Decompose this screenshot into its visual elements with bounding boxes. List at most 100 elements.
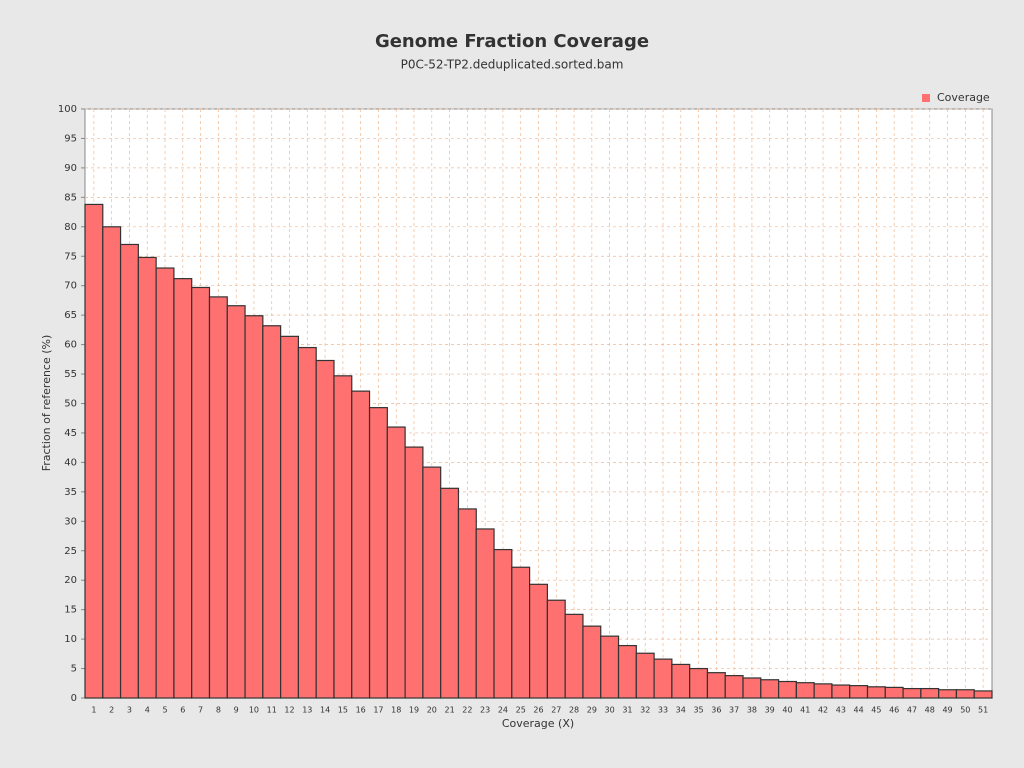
bar [351, 390, 371, 699]
y-tick-label: 15 [64, 605, 77, 616]
x-tick-label: 43 [836, 706, 846, 715]
bar [795, 682, 815, 699]
x-tick-label: 22 [462, 706, 472, 715]
bar [333, 375, 353, 699]
bar [777, 680, 797, 699]
bar [280, 335, 300, 699]
x-tick-label: 27 [551, 706, 561, 715]
bar [938, 689, 958, 699]
chart-title: Genome Fraction Coverage [375, 31, 649, 52]
y-tick-label: 70 [64, 281, 77, 292]
y-tick-label: 50 [64, 399, 77, 410]
bar [973, 690, 993, 699]
x-tick-label: 47 [907, 706, 917, 715]
bar [653, 658, 673, 699]
x-tick-label: 15 [338, 706, 348, 715]
x-tick-label: 33 [658, 706, 668, 715]
x-tick-label: 45 [871, 706, 881, 715]
x-tick-label: 36 [711, 706, 721, 715]
bar [208, 296, 228, 699]
x-tick-label: 32 [640, 706, 650, 715]
bar [191, 286, 211, 699]
bar [617, 644, 637, 699]
x-axis-label: Coverage (X) [502, 717, 574, 730]
x-tick-label: 13 [302, 706, 312, 715]
bar [511, 566, 531, 699]
x-tick-label: 29 [587, 706, 597, 715]
bar [813, 683, 833, 699]
x-tick-label: 30 [605, 706, 615, 715]
bar [457, 508, 477, 699]
bar [102, 226, 122, 699]
x-tick-label: 34 [676, 706, 686, 715]
bar [84, 203, 104, 699]
x-tick-label: 39 [765, 706, 775, 715]
x-tick-label: 48 [925, 706, 935, 715]
y-tick-label: 35 [64, 487, 77, 498]
x-tick-label: 3 [127, 706, 132, 715]
x-tick-label: 28 [569, 706, 579, 715]
bar [226, 305, 246, 699]
x-tick-label: 38 [747, 706, 757, 715]
x-tick-label: 41 [800, 706, 810, 715]
y-tick-label: 55 [64, 369, 77, 380]
bar [671, 663, 691, 699]
y-tick-label: 85 [64, 192, 77, 203]
x-tick-label: 46 [889, 706, 899, 715]
x-tick-label: 31 [622, 706, 632, 715]
bar [706, 672, 726, 699]
y-tick-label: 90 [64, 163, 77, 174]
y-tick-label: 0 [71, 693, 77, 704]
x-tick-label: 14 [320, 706, 330, 715]
x-tick-label: 8 [216, 706, 221, 715]
bar [173, 278, 193, 699]
bar [884, 686, 904, 699]
x-tick-label: 25 [516, 706, 526, 715]
y-tick-label: 5 [71, 664, 77, 675]
y-tick-label: 10 [64, 634, 77, 645]
bar [315, 359, 335, 699]
y-tick-label: 75 [64, 251, 77, 262]
x-tick-label: 50 [960, 706, 970, 715]
bar [866, 686, 886, 699]
bar [582, 625, 602, 699]
bar [546, 599, 566, 699]
bar [297, 346, 317, 699]
x-tick-label: 10 [249, 706, 259, 715]
bar [635, 652, 655, 699]
bar [742, 677, 762, 699]
bar [955, 689, 975, 699]
x-tick-label: 44 [854, 706, 864, 715]
x-tick-label: 35 [693, 706, 703, 715]
y-tick-label: 25 [64, 546, 77, 557]
bar [724, 675, 744, 699]
y-tick-label: 20 [64, 575, 77, 586]
bar [386, 426, 406, 699]
bar [849, 685, 869, 699]
x-tick-label: 20 [427, 706, 437, 715]
x-tick-label: 2 [109, 706, 114, 715]
y-tick-label: 45 [64, 428, 77, 439]
x-tick-label: 37 [729, 706, 739, 715]
y-tick-label: 60 [64, 340, 77, 351]
x-tick-label: 5 [162, 706, 167, 715]
x-tick-label: 7 [198, 706, 203, 715]
bar [404, 446, 424, 699]
bar [831, 684, 851, 699]
x-tick-label: 51 [978, 706, 988, 715]
x-tick-label: 23 [480, 706, 490, 715]
bar [493, 548, 513, 699]
x-tick-label: 4 [145, 706, 150, 715]
x-tick-label: 26 [533, 706, 543, 715]
x-tick-label: 9 [234, 706, 239, 715]
bar [760, 679, 780, 699]
legend-swatch [922, 94, 930, 102]
x-tick-label: 16 [356, 706, 366, 715]
bar [155, 267, 175, 699]
y-tick-label: 80 [64, 222, 77, 233]
x-tick-label: 1 [91, 706, 96, 715]
x-tick-label: 42 [818, 706, 828, 715]
bar [920, 687, 940, 699]
bar [244, 315, 264, 699]
